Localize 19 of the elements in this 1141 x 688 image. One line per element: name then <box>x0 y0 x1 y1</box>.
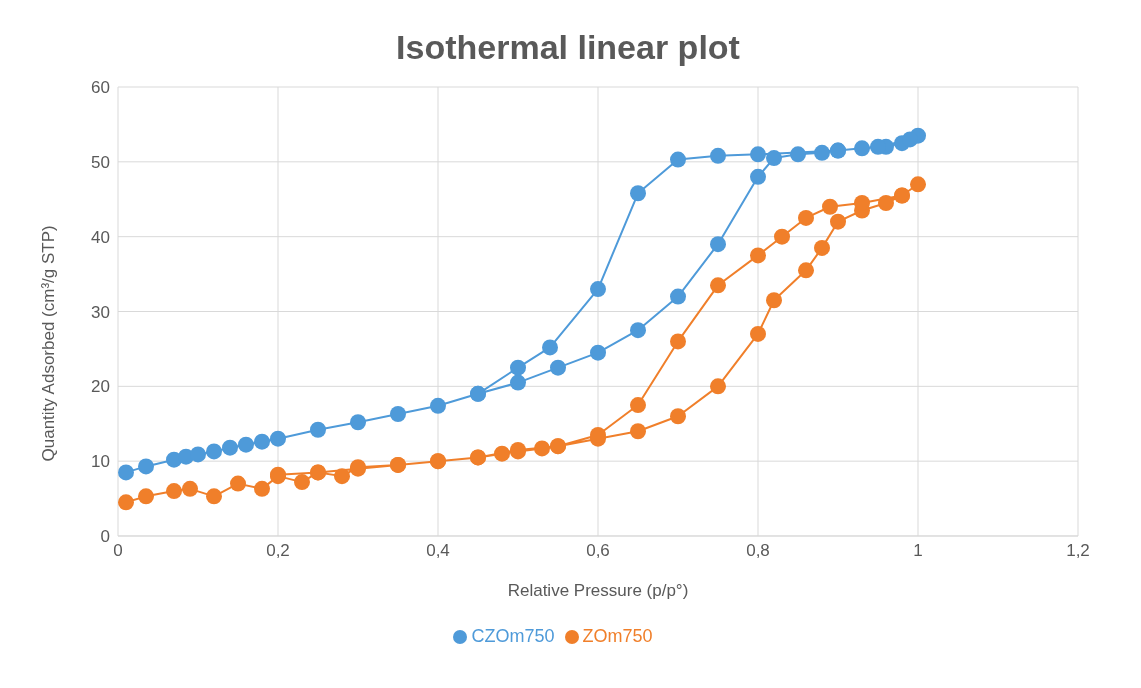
x-tick-label: 1,2 <box>1066 541 1090 561</box>
y-axis-title: Quantity Adsorbed (cm³/g STP) <box>39 225 59 462</box>
y-tick-label: 10 <box>91 452 110 472</box>
y-tick-label: 30 <box>91 302 110 322</box>
y-tick-label: 0 <box>100 527 110 547</box>
legend-label: CZOm750 <box>471 626 555 646</box>
x-axis-title: Relative Pressure (p/p°) <box>507 581 689 600</box>
x-tick-label: 0 <box>113 541 123 561</box>
legend-label: ZOm750 <box>582 626 653 646</box>
y-tick-label: 20 <box>91 377 110 397</box>
y-tick-label: 50 <box>91 152 110 172</box>
y-tick-label: 60 <box>91 78 110 98</box>
x-tick-label: 0,4 <box>426 541 450 561</box>
x-tick-label: 0,6 <box>586 541 610 561</box>
x-tick-label: 0,2 <box>266 541 290 561</box>
chart-title: Isothermal linear plot <box>395 27 741 67</box>
y-tick-label: 40 <box>91 227 110 247</box>
x-tick-label: 1 <box>913 541 923 561</box>
x-tick-label: 0,8 <box>746 541 770 561</box>
